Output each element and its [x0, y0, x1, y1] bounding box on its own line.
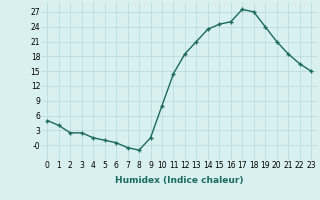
X-axis label: Humidex (Indice chaleur): Humidex (Indice chaleur) — [115, 176, 244, 185]
